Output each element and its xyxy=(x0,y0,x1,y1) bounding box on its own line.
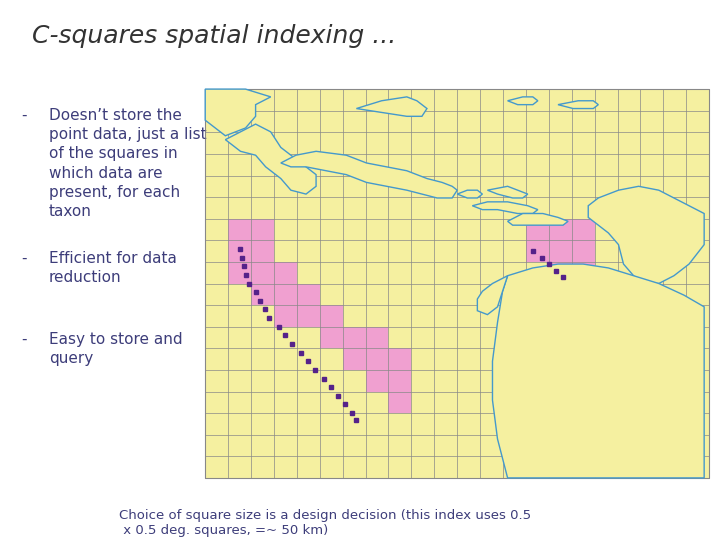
Bar xyxy=(366,370,389,392)
Text: Doesn’t store the
point data, just a list
of the squares in
which data are
prese: Doesn’t store the point data, just a lis… xyxy=(49,108,207,219)
Bar xyxy=(274,284,297,305)
Text: Choice of square size is a design decision (this index uses 0.5
 x 0.5 deg. squa: Choice of square size is a design decisi… xyxy=(119,509,531,537)
Polygon shape xyxy=(477,276,508,315)
Bar xyxy=(366,327,389,348)
Bar xyxy=(251,284,274,305)
Bar xyxy=(549,262,572,284)
Polygon shape xyxy=(487,186,528,198)
Bar xyxy=(549,240,572,262)
Bar xyxy=(228,240,251,262)
Bar xyxy=(389,370,411,392)
Bar xyxy=(297,284,320,305)
Text: C-squares spatial indexing ...: C-squares spatial indexing ... xyxy=(32,24,397,48)
Bar xyxy=(572,262,595,284)
Polygon shape xyxy=(457,190,482,198)
Bar xyxy=(297,305,320,327)
Bar xyxy=(572,240,595,262)
Bar xyxy=(228,262,251,284)
Bar xyxy=(251,262,274,284)
Polygon shape xyxy=(472,202,538,213)
Bar xyxy=(389,348,411,370)
Polygon shape xyxy=(225,124,316,194)
Bar xyxy=(251,240,274,262)
Bar xyxy=(343,327,366,348)
Bar xyxy=(366,348,389,370)
Text: -: - xyxy=(22,251,27,266)
Polygon shape xyxy=(281,151,457,198)
Text: Easy to store and
query: Easy to store and query xyxy=(49,332,183,366)
Bar xyxy=(526,240,549,262)
Text: -: - xyxy=(22,108,27,123)
Bar xyxy=(251,219,274,240)
Bar xyxy=(274,262,297,284)
Text: -: - xyxy=(22,332,27,347)
Polygon shape xyxy=(558,101,598,109)
Bar xyxy=(228,219,251,240)
Polygon shape xyxy=(205,89,271,136)
Bar xyxy=(526,219,549,240)
Text: Efficient for data
reduction: Efficient for data reduction xyxy=(49,251,177,285)
Bar xyxy=(389,392,411,413)
Bar xyxy=(549,219,572,240)
Bar xyxy=(274,305,297,327)
Polygon shape xyxy=(508,213,568,225)
Polygon shape xyxy=(492,264,704,478)
Polygon shape xyxy=(508,97,538,105)
Bar xyxy=(205,89,709,478)
Bar xyxy=(320,305,343,327)
Bar xyxy=(572,219,595,240)
Bar xyxy=(320,327,343,348)
Polygon shape xyxy=(356,97,427,116)
Bar xyxy=(343,348,366,370)
Polygon shape xyxy=(588,186,704,284)
